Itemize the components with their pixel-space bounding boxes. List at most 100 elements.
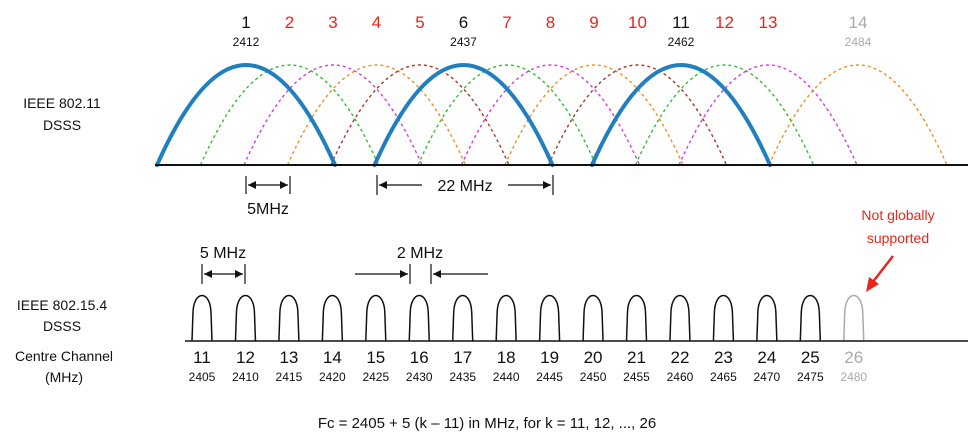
zigbee-channel-pulse [278,294,300,342]
wifi-channel-frequency: 2437 [450,35,477,49]
arrow-left-icon [379,181,387,189]
zigbee-gap-label: 2 MHz [397,245,443,262]
wifi-non-overlap-arch [372,63,555,167]
wifi-non-overlap-arch [590,63,772,167]
note-line1: Not globally [861,207,934,223]
wifi-overlap-arch [199,64,380,166]
wifi-channel-number: 12 [715,13,734,32]
zigbee-channel-number: 22 [670,348,689,367]
note-arrow-line [871,255,894,284]
zigbee-channel-number: 17 [453,348,472,367]
zigbee-channel-pulse [625,294,648,342]
zigbee-channel-pulse [321,294,344,342]
zigbee-channel-number: 12 [236,348,255,367]
zigbee-channel-frequency: 2425 [362,370,389,384]
arrow-left-icon [248,181,256,189]
zigbee-channel-number: 21 [627,348,646,367]
wifi-label-line2: DSSS [43,117,81,133]
zigbee-channel-pulse [234,294,257,342]
zigbee-channel-number: 25 [801,348,820,367]
wifi-channel-number: 2 [285,13,294,32]
wifi-channel-number: 7 [502,13,511,32]
wifi-overlap-arch [417,64,597,166]
wifi-channel-header: 1 2412 2 3 4 5 6 2437 7 8 9 10 11 2462 12 13 14 2484 [233,13,872,49]
wifi-channel-number: 4 [372,13,381,32]
zigbee-channel-pulses [191,294,865,342]
arrow-left-icon [433,270,441,278]
zigbee-channel-frequency: 2475 [797,370,824,384]
zigbee-label-line2: DSSS [43,318,81,334]
zigbee-channel-number: 23 [714,348,733,367]
zigbee-channel-frequency: 2430 [406,370,433,384]
wifi-channel-number: 10 [628,13,647,32]
zigbee-channel-number: 14 [323,348,342,367]
zigbee-spacing-dimension: 5 MHz [200,245,246,284]
wifi-width-label: 22 MHz [437,178,492,195]
axis-label-line2: (MHz) [45,369,83,385]
zigbee-channel-frequency: 2470 [753,370,780,384]
wifi-non-overlap-arch [155,63,337,167]
wifi-overlap-arch [330,64,510,166]
zigbee-channel-frequency: 2450 [580,370,607,384]
wifi-overlap-arch [286,64,467,166]
zigbee-channel-pulse [191,294,213,342]
arrow-left-icon [204,270,212,278]
arrow-right-icon [543,181,551,189]
zigbee-channel-frequency: 2445 [536,370,563,384]
note-line2: supported [867,230,929,246]
zigbee-channel-pulse [538,294,561,342]
wifi-overlap-arch [634,64,815,166]
axis-label-line1: Centre Channel [15,348,113,364]
zigbee-channel-pulse [669,294,691,342]
wifi-channel-number: 5 [415,13,424,32]
zigbee-gap-dimension: 2 MHz [355,245,488,284]
zigbee-channel-number: 15 [366,348,385,367]
wifi-label-line1: IEEE 802.11 [23,95,101,111]
wifi-channel-arches [155,63,948,167]
wifi-channel-number: 14 [849,13,868,32]
zigbee-channel-number: 24 [757,348,776,367]
wifi-channel-number: 11 [672,13,690,32]
wifi-channel-number: 1 [241,13,250,32]
zigbee-label-line1: IEEE 802.15.4 [17,297,108,313]
zigbee-channel-frequency: 2410 [232,370,259,384]
zigbee-channel-pulse [756,294,778,342]
zigbee-channel-pulse [712,294,735,342]
zigbee-channel-pulse [451,294,474,342]
wifi-spacing-dimension: 5MHz [245,176,291,218]
zigbee-channel-pulse [582,294,604,342]
zigbee-channel-number: 19 [540,348,559,367]
wifi-channel-frequency: 2462 [668,35,695,49]
zigbee-channel-frequency: 2420 [319,370,346,384]
zigbee-channel-frequency: 2415 [276,370,303,384]
wifi-channel-number: 13 [759,13,778,32]
wifi-spacing-label: 5MHz [247,201,289,218]
wifi-channel-number: 3 [328,13,337,32]
zigbee-channel-frequency: 2480 [840,370,867,384]
wifi-overlap-arch [768,64,948,166]
arrow-right-icon [400,270,408,278]
wifi-overlap-arch [504,64,684,166]
wifi-channel-number: 8 [546,13,555,32]
wifi-overlap-arch [678,64,858,166]
wifi-overlap-arch [460,64,641,166]
zigbee-channel-number: 13 [279,348,298,367]
zigbee-channel-frequency: 2435 [449,370,476,384]
wifi-channel-frequency: 2484 [845,35,872,49]
wifi-channel-number: 6 [459,13,468,32]
zigbee-channel-frequency: 2465 [710,370,737,384]
zigbee-channel-pulse [799,294,822,342]
zigbee-channel-pulse [365,294,387,342]
zigbee-spacing-label: 5 MHz [200,245,246,262]
zigbee-channel-number: 26 [844,348,863,367]
zigbee-channel-frequency: 2405 [189,370,216,384]
zigbee-channel-labels: 1124051224101324151424201524251624301724… [189,348,868,384]
zigbee-channel-frequency: 2455 [623,370,650,384]
zigbee-channel-number: 20 [584,348,603,367]
channel-formula: Fc = 2405 + 5 (k – 11) in MHz, for k = 1… [318,415,656,432]
zigbee-channel-frequency: 2460 [667,370,694,384]
wifi-overlap-arch [243,64,423,166]
zigbee-channel-number: 11 [193,348,211,367]
zigbee-channel-pulse [408,294,430,342]
